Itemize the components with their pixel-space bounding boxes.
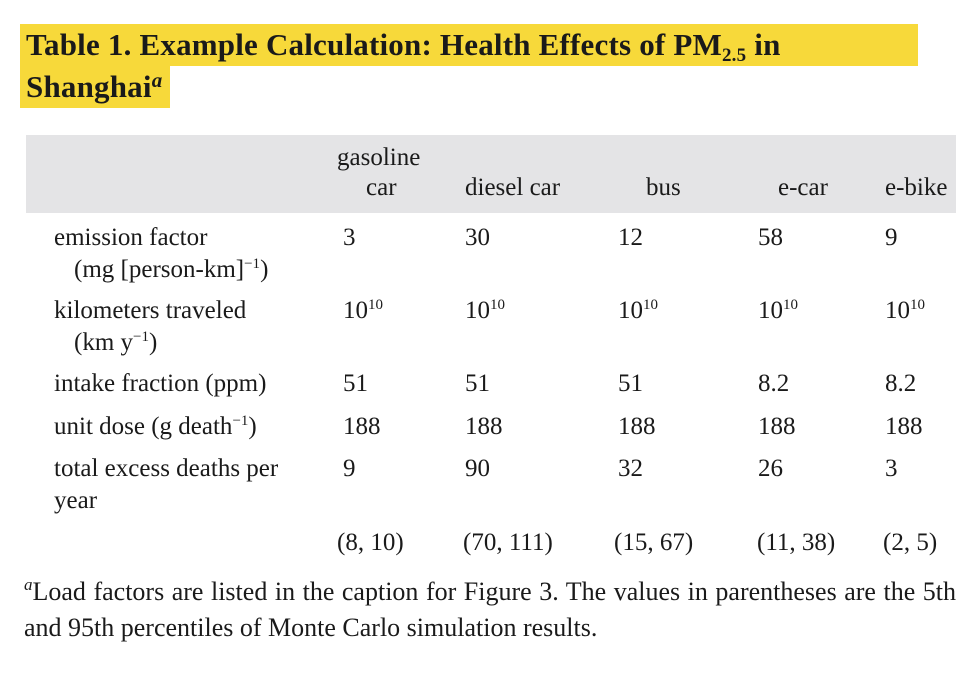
- row-label-deaths-line2: year: [54, 487, 98, 514]
- cell-interval-ecar: (11, 38): [757, 529, 836, 556]
- cell-interval-gasoline: (8, 10): [337, 529, 404, 556]
- cell-interval-bus: (15, 67): [614, 529, 694, 556]
- title-prefix: Table 1. Example Calculation: Health Eff…: [26, 27, 722, 62]
- col-header-diesel: diesel car: [465, 174, 561, 201]
- cell-emission-ebike: 9: [885, 224, 898, 251]
- cell-km-ecar: 1010: [758, 297, 798, 324]
- cell-deaths-ecar: 26: [758, 455, 783, 482]
- cell-dose-gasoline: 188: [343, 413, 381, 440]
- cell-deaths-gasoline: 9: [343, 455, 356, 482]
- cell-km-ebike: 1010: [885, 297, 925, 324]
- title-line2-text: Shanghai: [26, 69, 152, 104]
- cell-intake-ecar: 8.2: [758, 370, 790, 397]
- table-footnote: aLoad factors are listed in the caption …: [24, 574, 956, 646]
- cell-intake-ebike: 8.2: [885, 370, 917, 397]
- footnote-text: Load factors are listed in the caption f…: [24, 577, 956, 642]
- cell-intake-gasoline: 51: [343, 370, 368, 397]
- title-subscript: 2.5: [721, 45, 747, 66]
- col-header-ebike: e-bike: [885, 174, 948, 201]
- title-suffix: in: [746, 27, 781, 62]
- row-label-deaths-line1: total excess deaths per: [54, 455, 279, 482]
- title-note-marker: a: [151, 68, 163, 92]
- cell-intake-bus: 51: [618, 370, 643, 397]
- table-title: Table 1. Example Calculation: Health Eff…: [20, 24, 920, 108]
- cell-km-bus: 1010: [618, 297, 658, 324]
- cell-dose-bus: 188: [618, 413, 656, 440]
- cell-deaths-bus: 32: [618, 455, 643, 482]
- cell-interval-diesel: (70, 111): [463, 529, 553, 556]
- cell-dose-diesel: 188: [465, 413, 503, 440]
- cell-dose-ebike: 188: [885, 413, 923, 440]
- cell-dose-ecar: 188: [758, 413, 796, 440]
- title-line-2: Shanghaia: [20, 66, 171, 108]
- row-label-km-line2: (km y−1): [74, 329, 158, 356]
- cell-emission-ecar: 58: [758, 224, 783, 251]
- col-header-gasoline-line2: car: [366, 174, 397, 201]
- cell-emission-bus: 12: [618, 224, 643, 251]
- cell-emission-diesel: 30: [465, 224, 490, 251]
- row-label-dose: unit dose (g death−1): [54, 413, 257, 440]
- table-header-band: [26, 135, 956, 213]
- col-header-gasoline-line1: gasoline: [337, 144, 421, 171]
- cell-deaths-ebike: 3: [885, 455, 898, 482]
- row-label-intake: intake fraction (ppm): [54, 370, 267, 397]
- cell-km-diesel: 1010: [465, 297, 505, 324]
- cell-intake-diesel: 51: [465, 370, 490, 397]
- cell-interval-ebike: (2, 5): [883, 529, 938, 556]
- cell-deaths-diesel: 90: [465, 455, 490, 482]
- cell-emission-gasoline: 3: [343, 224, 356, 251]
- cell-km-gasoline: 1010: [343, 297, 383, 324]
- col-header-bus: bus: [646, 174, 681, 201]
- row-label-emission-line1: emission factor: [54, 224, 208, 251]
- title-line-1: Table 1. Example Calculation: Health Eff…: [20, 24, 918, 66]
- col-header-ecar: e-car: [778, 174, 828, 201]
- row-label-emission-line2: (mg [person-km]−1): [74, 256, 269, 283]
- row-label-km-line1: kilometers traveled: [54, 297, 247, 324]
- footnote-marker: a: [24, 575, 33, 594]
